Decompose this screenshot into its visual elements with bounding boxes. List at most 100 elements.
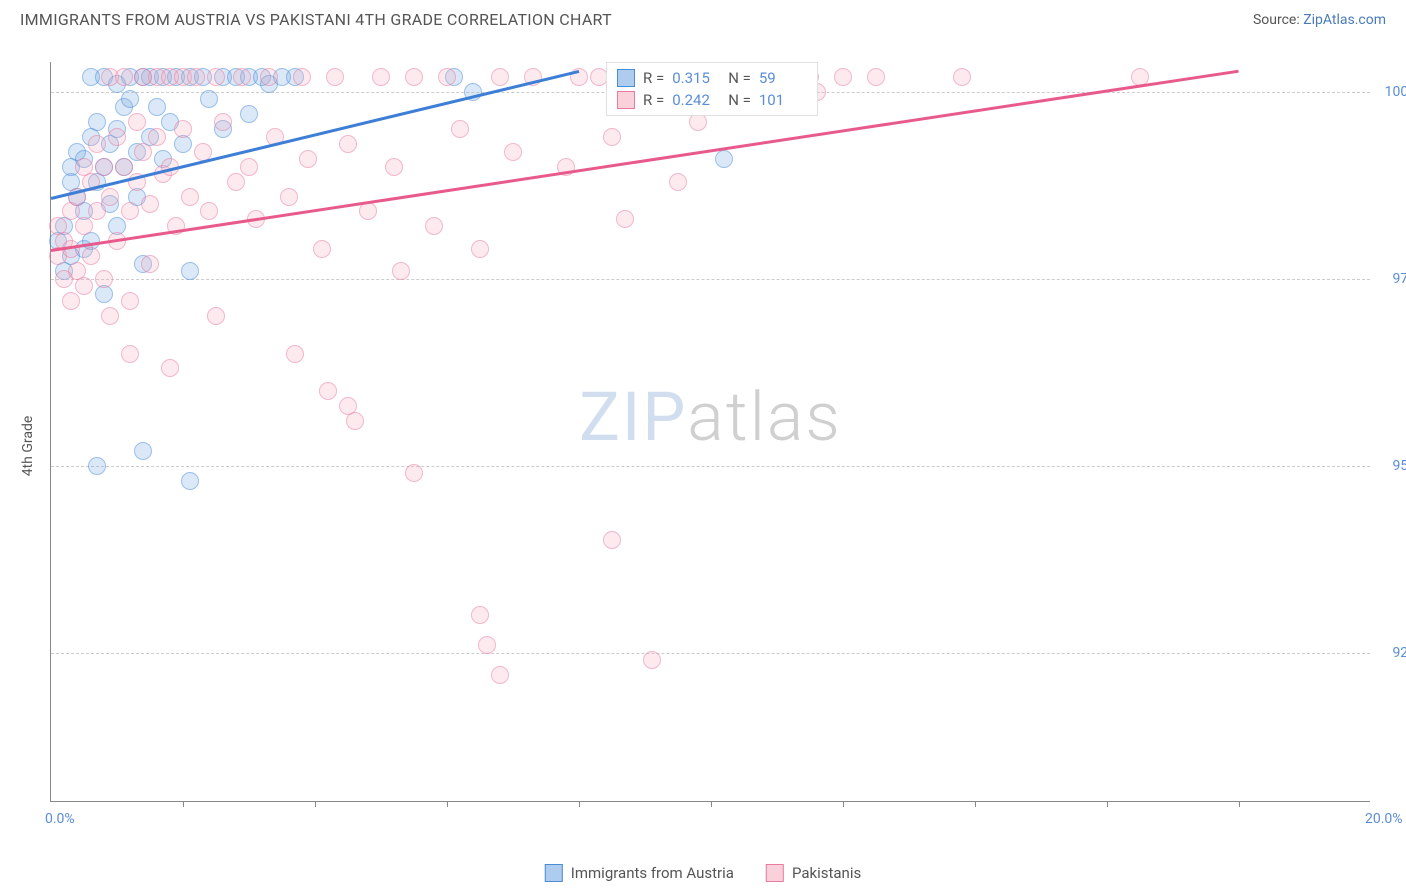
header: IMMIGRANTS FROM AUSTRIA VS PAKISTANI 4TH… [0,0,1406,35]
source-link[interactable]: ZipAtlas.com [1303,12,1386,28]
watermark-zip: ZIP [579,377,687,457]
data-point [715,150,733,168]
data-point [240,105,258,123]
data-point [187,68,205,86]
data-point [108,128,126,146]
stat-n-label: N = [728,69,751,87]
stat-r-label: R = [643,69,664,87]
watermark: ZIPatlas [579,377,842,457]
x-tick [1107,801,1108,807]
data-point [134,442,152,460]
data-point [372,68,390,86]
data-point [392,262,410,280]
data-point [616,210,634,228]
data-point [405,68,423,86]
legend-item-austria: Immigrants from Austria [545,864,734,882]
data-point [88,113,106,131]
legend-item-pakistanis: Pakistanis [766,864,861,882]
data-point [121,292,139,310]
x-tick [1239,801,1240,807]
data-point [491,666,509,684]
scatter-chart: ZIPatlas 92.5%95.0%97.5%100.0%0.0%20.0%R… [50,62,1370,802]
data-point [326,68,344,86]
data-point [148,128,166,146]
data-point [128,113,146,131]
data-point [504,143,522,161]
legend-label: Immigrants from Austria [571,864,734,882]
source-attribution: Source: ZipAtlas.com [1253,12,1386,28]
data-point [233,68,251,86]
data-point [141,255,159,273]
data-point [359,202,377,220]
legend-label: Pakistanis [792,864,861,882]
data-point [603,531,621,549]
data-point [867,68,885,86]
y-tick-label: 95.0% [1392,458,1406,474]
data-point [346,412,364,430]
data-point [471,606,489,624]
data-point [953,68,971,86]
data-point [293,68,311,86]
data-point [471,240,489,258]
chart-title: IMMIGRANTS FROM AUSTRIA VS PAKISTANI 4TH… [20,10,612,29]
data-point [121,202,139,220]
data-point [280,188,298,206]
data-point [438,68,456,86]
data-point [286,345,304,363]
data-point [200,202,218,220]
data-point [643,651,661,669]
data-point [88,457,106,475]
data-point [214,113,232,131]
x-tick [843,801,844,807]
data-point [451,120,469,138]
data-point [148,98,166,116]
stat-n-label: N = [728,91,751,109]
watermark-atlas: atlas [687,377,842,457]
data-point [227,173,245,191]
data-point [88,202,106,220]
x-tick-label: 20.0% [1365,811,1403,827]
data-point [95,270,113,288]
data-point [62,292,80,310]
data-point [88,135,106,153]
data-point [425,217,443,235]
stats-box: R =0.315N =59R =0.242N =101 [606,62,818,116]
stats-row: R =0.315N =59 [617,67,807,89]
data-point [95,158,113,176]
data-point [405,464,423,482]
y-tick-label: 92.5% [1392,645,1406,661]
x-tick [711,801,712,807]
data-point [181,188,199,206]
x-tick [315,801,316,807]
stat-n-value: 101 [759,91,807,109]
x-tick [579,801,580,807]
data-point [75,277,93,295]
data-point [385,158,403,176]
data-point [141,195,159,213]
data-point [240,158,258,176]
y-tick-label: 100.0% [1385,84,1406,100]
y-axis-title: 4th Grade [20,416,36,477]
grid-line [51,279,1370,280]
data-point [181,262,199,280]
stat-r-label: R = [643,91,664,109]
x-tick [183,801,184,807]
source-label: Source: [1253,12,1303,28]
stats-swatch [617,69,635,87]
grid-line [51,653,1370,654]
legend: Immigrants from Austria Pakistanis [545,864,861,882]
data-point [101,188,119,206]
data-point [313,240,331,258]
data-point [478,636,496,654]
data-point [834,68,852,86]
data-point [121,90,139,108]
stat-n-value: 59 [759,69,807,87]
x-tick-label: 0.0% [45,811,75,827]
data-point [161,359,179,377]
stats-swatch [617,91,635,109]
data-point [319,382,337,400]
data-point [339,135,357,153]
data-point [207,68,225,86]
stat-r-value: 0.242 [672,91,720,109]
data-point [75,217,93,235]
